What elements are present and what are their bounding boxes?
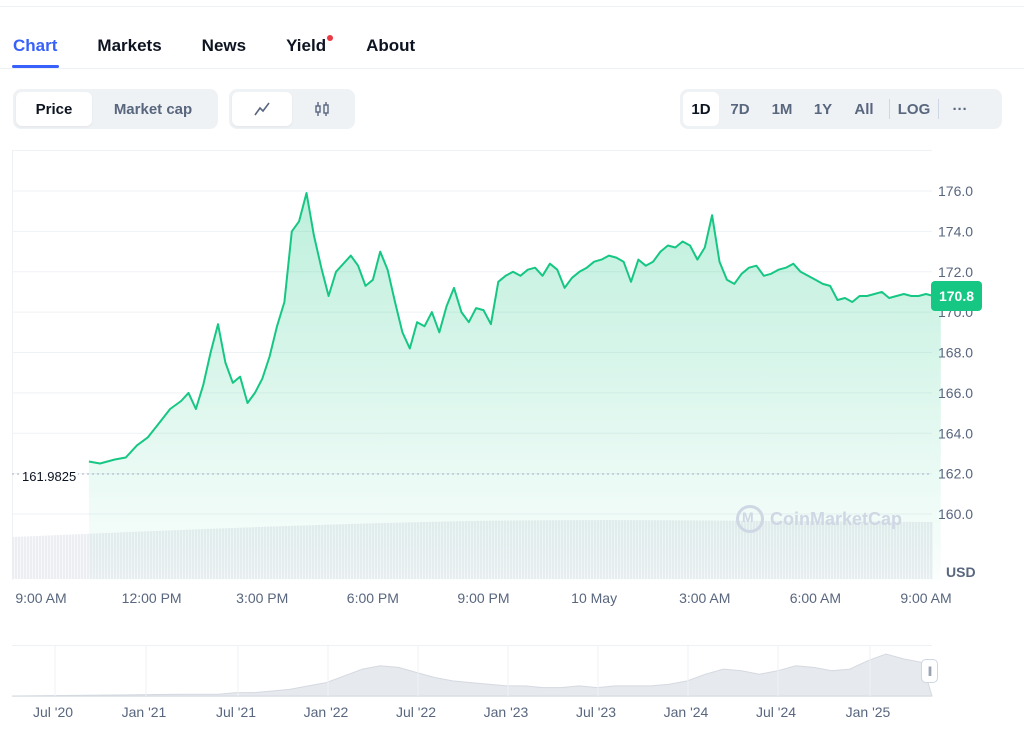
x-tick-label: 9:00 PM (457, 590, 509, 606)
navigator-tick-label: Jan '25 (846, 704, 891, 720)
x-tick-label: 9:00 AM (900, 590, 951, 606)
tab-yield[interactable]: Yield (286, 26, 334, 68)
x-tick-label: 3:00 PM (236, 590, 288, 606)
navigator-tick-label: Jan '22 (304, 704, 349, 720)
volume-bar (15, 536, 18, 579)
tab-markets[interactable]: Markets (97, 36, 162, 55)
navigator-handle[interactable]: || (921, 659, 938, 683)
navigator-tick-label: Jan '21 (122, 704, 167, 720)
x-tick-label: 9:00 AM (15, 590, 66, 606)
volume-bar (24, 536, 27, 579)
y-tick-label: 174.0 (938, 223, 973, 239)
x-tick-label: 3:00 AM (679, 590, 730, 606)
range-divider (938, 99, 939, 119)
tab-chart[interactable]: Chart (11, 26, 60, 68)
x-tick-label: 6:00 AM (790, 590, 841, 606)
candlestick-icon (315, 102, 329, 116)
coinmarketcap-logo-icon (736, 505, 764, 533)
tab-bar: Chart Markets News Yield About (11, 26, 455, 69)
tab-news[interactable]: News (201, 36, 247, 55)
volume-bar (57, 535, 60, 579)
y-tick-label: 160.0 (938, 506, 973, 522)
candlestick-button[interactable] (292, 92, 352, 126)
y-tick-label: 168.0 (938, 345, 973, 361)
tab-about[interactable]: About (366, 36, 416, 55)
y-tick-label: 164.0 (938, 425, 973, 441)
line-chart-icon (254, 102, 270, 116)
volume-bar (75, 534, 78, 579)
range-7d-button[interactable]: 7D (730, 100, 750, 118)
range-all-button[interactable]: All (854, 100, 874, 118)
volume-bar (12, 537, 15, 579)
volume-bar (42, 535, 45, 579)
navigator-tick-label: Jan '24 (664, 704, 709, 720)
notification-dot (327, 35, 334, 41)
navigator-tick-label: Jan '23 (484, 704, 529, 720)
volume-bar (69, 534, 72, 579)
volume-bar (81, 534, 84, 579)
volume-bar (33, 536, 36, 579)
volume-bar (54, 535, 57, 579)
current-price-badge: 170.8 (931, 281, 982, 311)
line-chart-button[interactable] (232, 92, 292, 126)
x-tick-label: 12:00 PM (122, 590, 182, 606)
volume-bar (51, 535, 54, 579)
y-tick-label: 166.0 (938, 385, 973, 401)
chart-type-toggle (229, 89, 355, 129)
watermark-text: CoinMarketCap (770, 508, 903, 529)
volume-bar (84, 533, 87, 579)
volume-bar (36, 535, 39, 579)
range-1y-button[interactable]: 1Y (813, 100, 833, 118)
drag-handle-icon: || (927, 665, 932, 677)
range-selector: 1D 7D 1M 1Y All LOG ··· (680, 89, 1002, 129)
volume-bar (78, 534, 81, 579)
x-tick-label: 6:00 PM (347, 590, 399, 606)
navigator-tick-label: Jul '23 (576, 704, 616, 720)
volume-bar (45, 535, 48, 579)
price-chart[interactable] (12, 150, 932, 580)
volume-bar (21, 536, 24, 579)
volume-bar (30, 536, 33, 579)
watermark: CoinMarketCap (736, 505, 902, 533)
tabs-divider (0, 68, 1024, 69)
y-tick-label: 176.0 (938, 183, 973, 199)
range-divider (889, 99, 890, 119)
navigator-tick-label: Jul '24 (756, 704, 796, 720)
price-area (88, 193, 941, 580)
price-line (88, 192, 941, 465)
volume-bar (27, 536, 30, 579)
currency-label: USD (946, 564, 976, 580)
y-tick-label: 162.0 (938, 466, 973, 482)
range-1m-button[interactable]: 1M (771, 100, 793, 118)
volume-bar (87, 533, 90, 579)
divider (0, 6, 1024, 7)
volume-bar (48, 535, 51, 579)
market-cap-button[interactable]: Market cap (113, 100, 193, 118)
price-button[interactable]: Price (16, 92, 92, 126)
navigator-tick-label: Jul '22 (396, 704, 436, 720)
price-chart-svg: 176.0174.0172.0170.0168.0166.0164.0162.0… (12, 183, 973, 606)
volume-bar (72, 534, 75, 579)
x-tick-label: 10 May (571, 590, 617, 606)
more-options-button[interactable]: ··· (952, 100, 968, 118)
volume-bar (39, 535, 42, 579)
tab-yield-label: Yield (286, 36, 327, 55)
volume-bar (18, 536, 21, 579)
navigator-tick-label: Jul '21 (216, 704, 256, 720)
volume-bar (60, 534, 63, 579)
volume-bar (66, 534, 69, 579)
navigator-tick-label: Jul '20 (33, 704, 73, 720)
navigator-area (11, 653, 933, 697)
open-price-label: 161.9825 (20, 469, 79, 484)
log-scale-button[interactable]: LOG (897, 100, 931, 118)
y-tick-label: 172.0 (938, 264, 973, 280)
volume-bar (63, 534, 66, 579)
range-1d-button[interactable]: 1D (683, 92, 719, 126)
price-marketcap-toggle: Price Market cap (13, 89, 218, 129)
